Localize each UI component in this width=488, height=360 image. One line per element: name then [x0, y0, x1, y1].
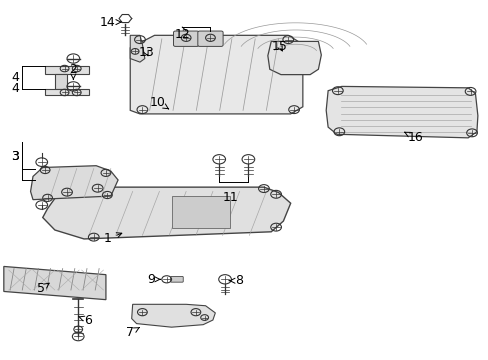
- Text: 14: 14: [99, 15, 121, 28]
- Text: 4: 4: [11, 82, 19, 95]
- Text: 7: 7: [126, 326, 139, 339]
- Polygon shape: [171, 196, 229, 228]
- FancyBboxPatch shape: [173, 31, 199, 46]
- Text: 12: 12: [174, 28, 190, 41]
- Polygon shape: [42, 187, 290, 239]
- Polygon shape: [130, 35, 302, 114]
- Text: 1: 1: [103, 233, 122, 246]
- Text: 5: 5: [37, 283, 49, 296]
- Text: 10: 10: [150, 96, 168, 109]
- Polygon shape: [130, 35, 144, 62]
- Text: 4: 4: [11, 71, 19, 84]
- FancyBboxPatch shape: [198, 31, 223, 46]
- Polygon shape: [30, 166, 118, 200]
- FancyBboxPatch shape: [170, 276, 183, 282]
- Polygon shape: [131, 304, 215, 327]
- Text: 3: 3: [11, 150, 19, 163]
- Text: 2: 2: [69, 63, 77, 79]
- Polygon shape: [55, 73, 67, 89]
- Text: 15: 15: [271, 40, 287, 53]
- Text: 3: 3: [11, 150, 19, 163]
- Text: 9: 9: [147, 273, 161, 286]
- Polygon shape: [45, 66, 89, 73]
- Text: 6: 6: [79, 314, 92, 327]
- Polygon shape: [325, 86, 477, 138]
- Text: 8: 8: [229, 274, 242, 287]
- Text: 11: 11: [223, 191, 238, 204]
- Polygon shape: [4, 266, 106, 300]
- Text: 13: 13: [138, 46, 154, 59]
- Text: 16: 16: [404, 131, 423, 144]
- Polygon shape: [45, 89, 89, 95]
- Polygon shape: [267, 41, 321, 75]
